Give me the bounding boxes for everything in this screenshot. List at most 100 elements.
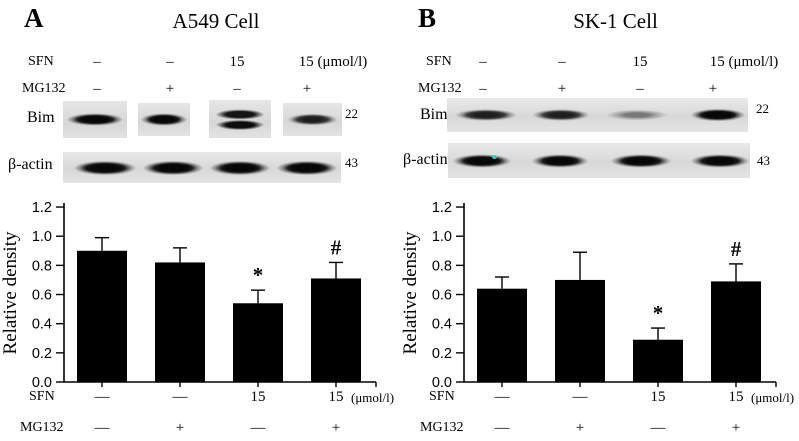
treatment-row-sfn: SFN – – 15 15 (μmol/l) (400, 54, 799, 72)
svg-text:1.0: 1.0 (432, 229, 452, 245)
blot-band (286, 113, 339, 126)
blot-lane (209, 100, 271, 138)
actin-blot-strip (448, 143, 750, 178)
sfn-tick: 15 (250, 389, 266, 405)
treatment-row-sfn: SFN – – 15 15 (μmol/l) (0, 54, 400, 72)
blot-band (141, 113, 187, 126)
svg-text:*: * (653, 301, 664, 325)
blot-band (611, 153, 671, 168)
sfn-label: SFN (29, 389, 55, 404)
xaxis-row-sfn: SFN — — 15 15 (μmol/l) (400, 389, 799, 407)
xaxis-row-mg132: MG132 — + — + (400, 420, 799, 438)
svg-text:0.6: 0.6 (32, 288, 52, 304)
blot-band (605, 108, 669, 122)
treatment-row-mg132: MG132 – + – + (0, 81, 400, 99)
mw-43-label: 43 (345, 155, 358, 170)
mg132-dose: – (93, 81, 101, 97)
actin-blot-strip (63, 152, 341, 183)
mg132-tick: — (94, 420, 110, 436)
bim-label: Bim (27, 109, 55, 126)
mg132-label: MG132 (20, 420, 64, 435)
sfn-dose: – (166, 54, 174, 70)
sfn-tick: — (172, 389, 188, 405)
blot-band (691, 108, 745, 122)
svg-text:*: * (253, 263, 264, 287)
blot-band (66, 113, 124, 126)
svg-text:0.8: 0.8 (432, 258, 452, 274)
blot-lane (283, 103, 342, 136)
mg132-tick: + (331, 420, 341, 436)
mw-22-label: 22 (345, 106, 358, 121)
unit-label: (μmol/l) (351, 390, 395, 405)
svg-text:0.6: 0.6 (432, 288, 452, 304)
blot-band (74, 160, 136, 175)
sfn-dose: – (93, 54, 101, 70)
unit-label: (μmol/l) (751, 390, 795, 405)
svg-text:0.2: 0.2 (32, 346, 52, 362)
sfn-dose: – (479, 54, 487, 70)
sfn-tick: 15 (328, 389, 344, 405)
svg-text:0.4: 0.4 (32, 317, 52, 333)
xaxis-row-mg132: MG132 — + — + (0, 420, 400, 438)
blot-band (210, 160, 270, 175)
treatment-row-mg132: MG132 – + – + (400, 81, 799, 99)
mg132-label: MG132 (420, 420, 464, 435)
mg132-tick: + (731, 420, 741, 436)
sfn-label: SFN (429, 389, 455, 404)
sfn-label: SFN (28, 54, 54, 69)
blot-band (532, 108, 590, 122)
panel-title-b: SK-1 Cell (573, 9, 658, 33)
sfn-tick: — (572, 389, 588, 405)
sfn-tick: — (94, 389, 110, 405)
sfn-tick: 15 (728, 389, 744, 405)
panel-a: A A549 Cell SFN – – 15 15 (μmol/l) MG132… (0, 3, 400, 438)
svg-text:0.2: 0.2 (432, 346, 452, 362)
sfn-dose: – (558, 54, 566, 70)
bar-chart-b: 0.0 0.2 0.4 0.6 0.8 1.0 1.2 Relative density * # (400, 200, 777, 391)
svg-text:0.8: 0.8 (32, 258, 52, 274)
svg-text:0.0: 0.0 (32, 375, 52, 391)
blot-band (212, 108, 268, 130)
blot-band (455, 108, 517, 122)
svg-text:#: # (331, 235, 342, 259)
svg-text:Relative density: Relative density (400, 231, 421, 354)
svg-text:0.0: 0.0 (432, 375, 452, 391)
artifact-dot (492, 155, 497, 159)
actin-label: β-actin (8, 156, 53, 173)
sfn-dose: 15 (229, 54, 245, 70)
blot-band (532, 153, 588, 168)
blot-band (277, 160, 337, 175)
mg132-dose: + (302, 81, 312, 97)
bim-label: Bim (420, 106, 448, 123)
mg132-tick: + (575, 420, 585, 436)
sfn-tick: — (494, 389, 510, 405)
panel-b: B SK-1 Cell SFN – – 15 15 (μmol/l) MG132… (400, 0, 799, 441)
mw-22-label: 22 (756, 101, 769, 116)
svg-text:Relative density: Relative density (0, 231, 21, 354)
mg132-label: MG132 (418, 81, 462, 96)
svg-text:#: # (731, 237, 742, 261)
sfn-tick: 15 (650, 389, 666, 405)
blot-lane (63, 101, 127, 138)
bar-chart-a: 0.0 0.2 0.4 0.6 0.8 1.0 1.2 Relative density * # (0, 200, 377, 391)
mg132-tick: — (494, 420, 510, 436)
sfn-label: SFN (426, 54, 452, 69)
bim-blot-strip (447, 98, 748, 132)
svg-text:0.4: 0.4 (432, 317, 452, 333)
svg-text:1.0: 1.0 (32, 229, 52, 245)
mw-43-label: 43 (757, 153, 770, 168)
panel-title-a: A549 Cell (172, 9, 260, 33)
actin-label: β-actin (403, 151, 448, 168)
blot-band (691, 153, 749, 168)
mg132-tick: — (650, 420, 666, 436)
xaxis-row-sfn: SFN — — 15 15 (μmol/l) (0, 389, 400, 407)
mg132-dose: – (233, 81, 241, 97)
blot-band (143, 160, 203, 175)
sfn-dose: 15 (632, 54, 648, 70)
sfn-dose-unit: 15 (μmol/l) (709, 54, 779, 70)
mg132-dose: + (557, 81, 567, 97)
svg-text:1.2: 1.2 (32, 200, 52, 216)
panel-letter-a: A (24, 3, 44, 33)
mg132-dose: – (479, 81, 487, 97)
mg132-dose: – (636, 81, 644, 97)
